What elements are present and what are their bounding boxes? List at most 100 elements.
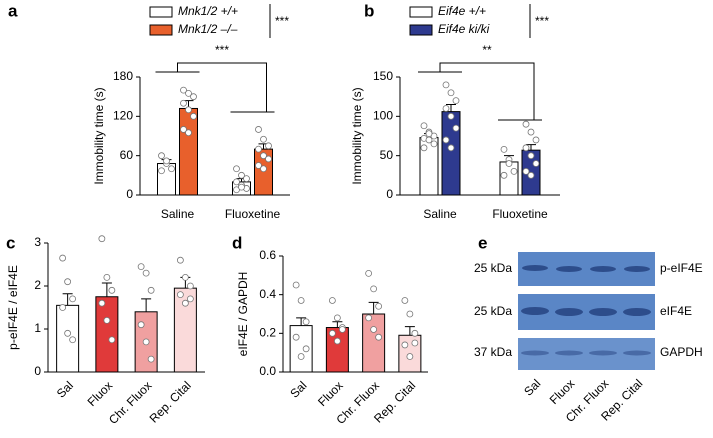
data-point: [411, 339, 419, 347]
data-point: [98, 299, 106, 307]
data-point: [527, 171, 535, 179]
data-point: [338, 326, 346, 333]
data-point: [185, 89, 192, 97]
data-point: [255, 162, 262, 169]
error-bar: [62, 293, 73, 306]
data-point: [233, 165, 240, 173]
data-point: [365, 269, 373, 277]
data-point: [401, 341, 409, 349]
panel-label: b: [364, 1, 374, 20]
data-point: [302, 318, 310, 326]
y-tick-label: 60: [120, 148, 134, 162]
data-point: [447, 112, 455, 120]
data-point: [233, 178, 240, 186]
data-point: [532, 136, 540, 144]
y-tick-label: 0.0: [259, 364, 276, 378]
data-point: [147, 355, 155, 363]
y-axis-label: p-eIF4E / eIF4E: [6, 265, 20, 350]
data-point: [98, 235, 106, 243]
y-tick-label: 0.2: [259, 326, 276, 340]
data-point: [180, 126, 187, 133]
data-point: [292, 333, 300, 341]
data-point: [510, 167, 518, 175]
data-point: [147, 286, 155, 294]
data-point: [522, 120, 530, 128]
y-tick-label: 0: [126, 187, 133, 201]
data-point: [260, 135, 267, 143]
bar: [179, 107, 198, 196]
y-tick-label: 180: [113, 69, 133, 83]
data-point: [265, 142, 272, 150]
error-bar: [101, 282, 112, 297]
legend-sig: ***: [275, 14, 289, 28]
data-point: [365, 314, 373, 322]
data-point: [163, 157, 170, 165]
blot-size: 37 kDa: [474, 345, 512, 359]
data-point: [500, 171, 508, 179]
y-tick-label: 0.6: [259, 248, 276, 262]
data-point: [297, 297, 305, 304]
data-point: [420, 122, 428, 130]
data-point: [186, 295, 194, 303]
data-point: [425, 136, 433, 144]
x-tick-label: Saline: [161, 207, 195, 221]
y-tick-label: 120: [113, 109, 133, 123]
data-point: [181, 299, 189, 307]
panel-label: a: [8, 1, 18, 20]
error-bar: [404, 326, 415, 336]
y-tick-label: 150: [373, 69, 393, 83]
error-bar: [141, 298, 152, 312]
data-point: [375, 333, 383, 341]
blot-name: eIF4E: [660, 304, 692, 318]
data-point: [328, 329, 336, 337]
bar: [95, 296, 119, 373]
data-point: [103, 316, 111, 324]
y-axis-label: eIF4E / GAPDH: [236, 272, 250, 357]
data-point: [452, 124, 460, 132]
data-point: [103, 273, 111, 281]
data-point: [505, 160, 513, 167]
data-point: [176, 256, 184, 264]
blot-lane: Sal: [521, 376, 543, 398]
x-tick-label: Fluox: [315, 378, 346, 409]
bands: [521, 265, 651, 356]
data-point: [370, 285, 378, 293]
data-point: [158, 152, 165, 160]
data-point: [185, 129, 192, 137]
x-tick-label: Rep. Cital: [147, 378, 194, 425]
data-point: [64, 329, 72, 337]
blot-size: 25 kDa: [474, 261, 512, 275]
legend-sig: ***: [535, 14, 549, 28]
data-point: [260, 165, 267, 173]
legend-label: Eif4e +/+: [438, 4, 486, 18]
sig-label: ***: [215, 43, 229, 57]
data-point: [168, 165, 175, 173]
legend-swatch: [149, 24, 173, 36]
y-tick-label: 50: [380, 148, 394, 162]
blot-strip: [518, 338, 655, 370]
blot-lane: Fluox: [547, 376, 578, 407]
data-point: [64, 278, 72, 286]
y-tick-label: 100: [373, 109, 393, 123]
data-point: [142, 338, 150, 346]
x-tick-label: Fluox: [85, 378, 116, 409]
error-bar: [332, 321, 343, 328]
legend-label: Eif4e ki/ki: [438, 22, 490, 36]
y-axis-label: Immobility time (s): [350, 87, 364, 184]
data-point: [532, 160, 540, 167]
blot-image: [518, 252, 655, 370]
sig-bracket: [155, 62, 275, 113]
data-point: [527, 128, 535, 136]
data-point: [185, 106, 192, 114]
data-point: [442, 81, 450, 89]
data-point: [137, 263, 145, 271]
data-point: [260, 152, 267, 160]
x-tick-label: Saline: [423, 207, 457, 221]
data-point: [333, 337, 341, 345]
data-point: [375, 302, 383, 310]
data-point: [522, 144, 530, 152]
data-point: [180, 86, 187, 94]
legend-swatch: [409, 24, 433, 36]
data-point: [447, 144, 455, 152]
